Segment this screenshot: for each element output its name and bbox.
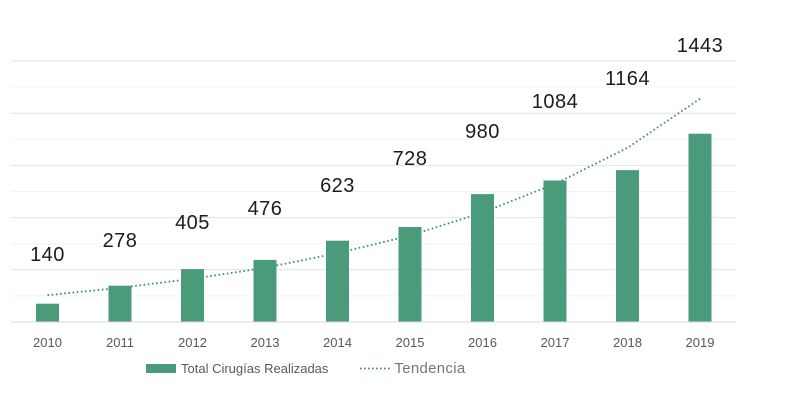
legend-item-tendencia: Tendencia bbox=[360, 360, 465, 377]
x-tick-2012: 2012 bbox=[178, 335, 207, 350]
x-tick-2017: 2017 bbox=[541, 335, 570, 350]
bar-2013 bbox=[253, 259, 277, 322]
x-tick-2014: 2014 bbox=[323, 335, 352, 350]
x-tick-2010: 2010 bbox=[33, 335, 62, 350]
x-tick-2013: 2013 bbox=[251, 335, 280, 350]
data-label-2017: 1084 bbox=[532, 91, 579, 113]
x-tick-2016: 2016 bbox=[468, 335, 497, 350]
bar-2018 bbox=[616, 170, 639, 322]
trend-series-swatch bbox=[360, 367, 391, 370]
bar-series-label: Total Cirugías Realizadas bbox=[181, 361, 329, 376]
x-tick-2011: 2011 bbox=[106, 335, 134, 350]
bar-2014 bbox=[326, 240, 349, 322]
x-tick-2019: 2019 bbox=[686, 335, 715, 350]
data-label-2012: 405 bbox=[175, 212, 210, 234]
chart-legend: Total Cirugías Realizadas Tendencia bbox=[146, 360, 466, 377]
data-label-2019: 1443 bbox=[677, 35, 724, 57]
data-label-2013: 476 bbox=[248, 198, 283, 220]
data-label-2018: 1164 bbox=[605, 68, 650, 90]
bar-2010 bbox=[36, 303, 59, 322]
data-label-2015: 728 bbox=[393, 148, 428, 170]
data-label-2014: 623 bbox=[320, 175, 355, 197]
bar-2012 bbox=[181, 269, 204, 322]
bar-2011 bbox=[108, 285, 132, 322]
trend-series-label: Tendencia bbox=[394, 360, 466, 377]
data-label-2010: 140 bbox=[30, 244, 65, 266]
bar-2015 bbox=[398, 227, 422, 322]
bar-2016 bbox=[471, 194, 494, 322]
x-tick-2015: 2015 bbox=[396, 335, 425, 350]
bar-2019 bbox=[688, 133, 712, 322]
x-tick-2018: 2018 bbox=[613, 335, 642, 350]
legend-item-total-cirugias: Total Cirugías Realizadas bbox=[146, 361, 328, 376]
bar-series-swatch bbox=[146, 364, 176, 373]
data-label-2011: 278 bbox=[103, 230, 138, 252]
trend-line bbox=[47, 98, 701, 297]
data-label-2016: 980 bbox=[465, 121, 500, 143]
chart-plot-area: 140 278 405 476 623 728 980 1084 1164 1443 2010 201… bbox=[11, 35, 736, 350]
bar-2017 bbox=[543, 180, 567, 322]
